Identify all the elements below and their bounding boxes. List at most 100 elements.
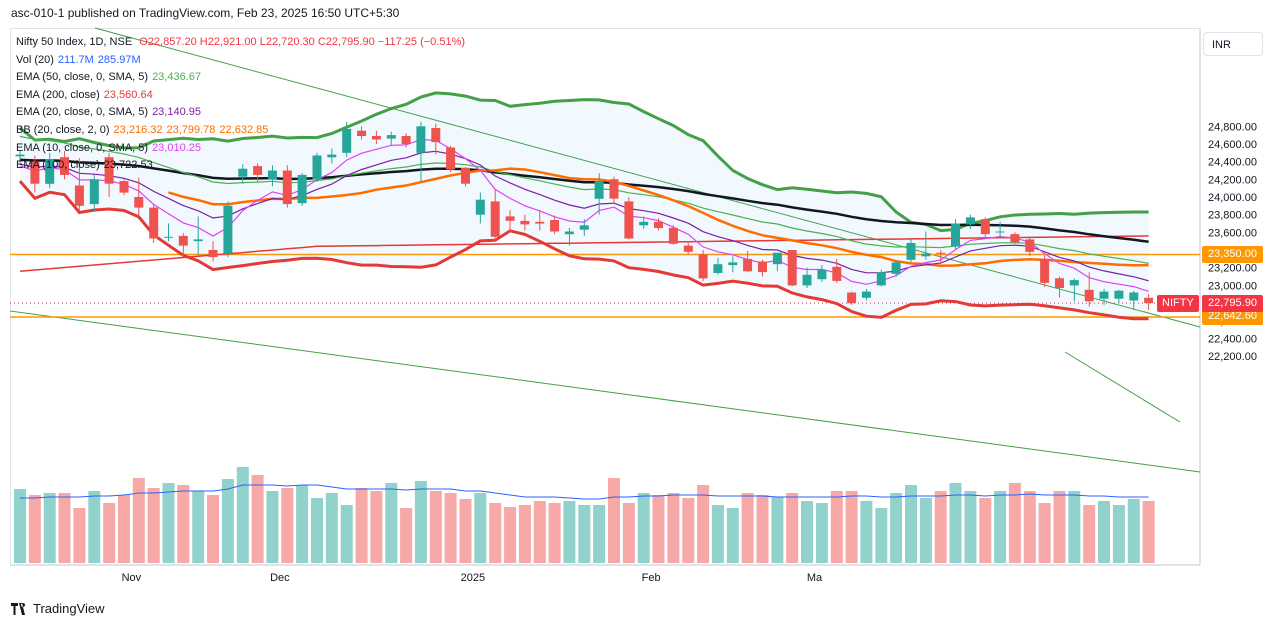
horizontal-line-price-tag: 23,350.00 <box>1202 245 1263 263</box>
candle-body <box>876 272 886 286</box>
candle-body <box>624 201 634 239</box>
candle-body <box>446 147 456 170</box>
volume-bar <box>414 481 427 563</box>
candle-body <box>505 216 515 221</box>
candle-body <box>1025 239 1035 252</box>
volume-bar <box>177 485 190 563</box>
candle-body <box>758 261 767 273</box>
volume-bar <box>756 495 769 563</box>
candle-body <box>1114 290 1124 299</box>
volume-bar <box>905 485 917 563</box>
legend-indicator-value: 23,010.25 <box>152 141 201 154</box>
volume-bar <box>934 491 947 563</box>
candle-body <box>223 205 233 254</box>
candle-body <box>1010 234 1020 243</box>
publish-header: asc-010-1 published on TradingView.com, … <box>11 6 400 20</box>
price-tick-label: 23,000.00 <box>1208 280 1257 292</box>
volume-bar <box>296 485 309 563</box>
candle-body <box>45 159 55 184</box>
candle-body <box>267 170 277 180</box>
candle-body <box>1069 280 1079 286</box>
volume-bar <box>1038 503 1051 563</box>
candle-body <box>149 207 159 239</box>
time-tick-label: Feb <box>642 572 661 584</box>
volume-bar <box>385 483 398 563</box>
ohlc-values: O22,857.20 H22,921.00 L22,720.30 C22,795… <box>139 36 466 48</box>
volume-bar <box>340 505 353 563</box>
price-axis-separator <box>1200 28 1201 565</box>
bb-upper-line <box>19 91 1149 233</box>
candle-body <box>995 231 1005 233</box>
volume-bar <box>504 507 517 563</box>
candle-body <box>1084 289 1094 302</box>
candle-body <box>817 269 827 280</box>
volume-bar <box>533 501 546 563</box>
candle-body <box>253 166 263 175</box>
legend-indicator-value: 23,560.64 <box>103 88 153 101</box>
candle-body <box>327 154 337 158</box>
bollinger-band-fill <box>20 92 1149 319</box>
candles <box>15 121 1154 311</box>
volume-bar <box>1127 499 1140 563</box>
volume-bar <box>251 475 264 563</box>
legend-row[interactable]: EMA (50, close, 0, SMA, 5) 23,436.67 <box>16 69 469 87</box>
candle-body <box>371 136 381 140</box>
volume-bar <box>682 498 695 563</box>
volume-bar <box>994 491 1007 563</box>
legend-row[interactable]: EMA (20, close, 0, SMA, 5) 23,140.95 <box>16 104 469 122</box>
time-axis: Nov Dec 2025 Feb Ma <box>122 572 823 584</box>
candle-body <box>238 168 248 177</box>
volume-bar <box>1023 491 1036 563</box>
volume-bar <box>88 491 101 563</box>
candle-body <box>564 231 574 235</box>
legend-indicator-value: 211.7M <box>57 53 94 66</box>
volume-bar <box>949 483 962 563</box>
legend-indicator-value: 22,632.85 <box>219 123 269 136</box>
legend-row[interactable]: EMA (10, close, 0, SMA, 5) 23,010.25 <box>16 140 469 158</box>
volume-bar <box>103 503 116 563</box>
candle-body <box>490 201 500 237</box>
bollinger-band-area <box>20 92 1149 319</box>
tradingview-brand[interactable]: TradingView <box>11 601 105 616</box>
candle-body <box>579 225 589 230</box>
volume-bar <box>622 503 635 563</box>
volume-bar <box>1142 501 1155 563</box>
legend-symbol-row[interactable]: Nifty 50 Index, 1D, NSE O22,857.20 H22,9… <box>16 34 469 52</box>
candle-body <box>1040 258 1050 283</box>
legend-row[interactable]: BB (20, close, 2, 0) 23,216.32 23,799.78 22… <box>16 122 469 140</box>
candle-body <box>208 250 218 258</box>
time-tick-label: Dec <box>270 572 290 584</box>
volume-bar <box>801 501 813 563</box>
candle-body <box>861 291 871 298</box>
volume-bar <box>1098 501 1110 563</box>
volume-bar <box>459 499 472 563</box>
volume-bar <box>771 497 784 563</box>
volume-bar <box>518 505 531 563</box>
candle-body <box>30 161 40 184</box>
time-tick-label: Nov <box>122 572 142 584</box>
support-line-price-tag: 22,642.60 <box>1202 308 1263 326</box>
candle-body <box>772 252 782 265</box>
volume-bar <box>355 488 368 563</box>
volume-bar <box>489 503 502 563</box>
volume-bar <box>1083 505 1096 563</box>
candle-body <box>951 223 960 247</box>
legend-row[interactable]: EMA (100, close) 23,722.53 <box>16 157 469 175</box>
last-price-tag: 22,795.90 <box>1202 294 1263 312</box>
legend-row[interactable]: Vol (20) 211.7M 285.97M <box>16 52 469 70</box>
legend-row[interactable]: EMA (200, close) 23,560.64 <box>16 87 469 105</box>
volume-bar <box>118 495 130 563</box>
candle-body <box>475 199 485 215</box>
ema-100-line <box>19 158 1149 244</box>
volume-bar <box>726 508 739 563</box>
candle-body <box>654 221 663 228</box>
volume-average-line <box>20 484 1149 500</box>
candle-body <box>936 252 946 254</box>
price-tick-label: 23,800.00 <box>1208 210 1257 222</box>
currency-selector[interactable]: INR <box>1203 32 1263 56</box>
volume-bar <box>162 483 175 563</box>
volume-bar <box>1053 491 1066 563</box>
volume-bar <box>1112 505 1125 563</box>
volume-bar <box>1068 491 1081 563</box>
legend-indicator-value: 23,436.67 <box>152 71 201 84</box>
